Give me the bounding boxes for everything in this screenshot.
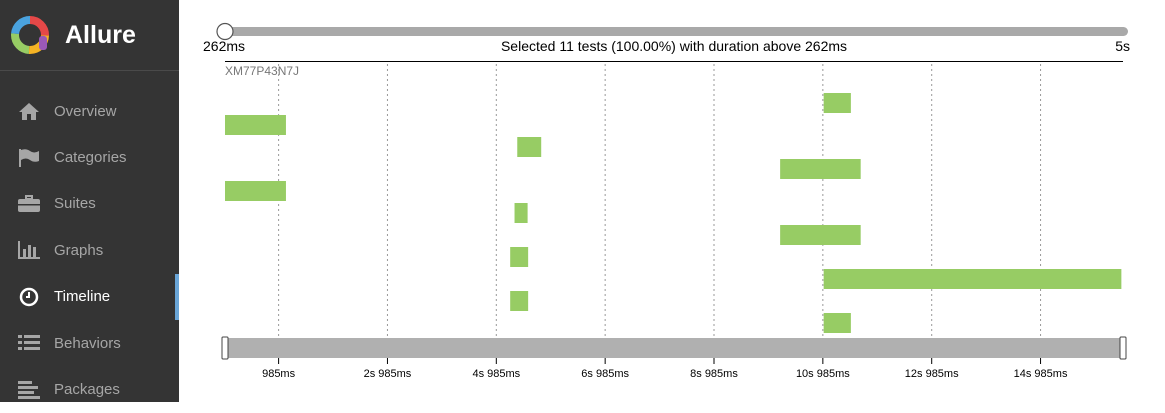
allure-logo-icon — [11, 16, 49, 54]
duration-slider-track[interactable] — [224, 27, 1128, 36]
sidebar-item-timeline[interactable]: Timeline — [0, 273, 179, 320]
brand[interactable]: Allure — [0, 0, 179, 71]
brush-handle-left[interactable] — [221, 336, 229, 360]
test-bar[interactable] — [780, 225, 861, 245]
test-bar[interactable] — [225, 181, 286, 201]
sidebar-item-packages[interactable]: Packages — [0, 366, 179, 412]
filter-summary: Selected 11 tests (100.00%) with duratio… — [501, 38, 847, 54]
brush-area — [221, 336, 1127, 360]
clock-icon — [17, 285, 41, 309]
test-bar[interactable] — [514, 203, 528, 223]
sidebar-item-suites[interactable]: Suites — [0, 181, 179, 227]
timeline-grid — [278, 64, 1042, 338]
sidebar-item-behaviors[interactable]: Behaviors — [0, 320, 179, 366]
sidebar: Allure Overview Categories Suites Graphs — [0, 0, 179, 402]
app-name: Allure — [65, 20, 136, 49]
test-bar[interactable] — [823, 269, 1122, 289]
sidebar-item-categories[interactable]: Categories — [0, 134, 179, 180]
test-bar[interactable] — [823, 93, 851, 113]
test-bars — [225, 93, 1122, 333]
sidebar-item-label: Packages — [54, 381, 120, 399]
host-label: XM77P43N7J — [225, 64, 299, 78]
sidebar-item-label: Graphs — [54, 241, 104, 259]
sidebar-item-graphs[interactable]: Graphs — [0, 227, 179, 273]
x-tick-label: 14s 985ms — [1014, 368, 1068, 380]
duration-filter: 262ms Selected 11 tests (100.00%) with d… — [203, 22, 1130, 54]
timeline-chart: 262ms Selected 11 tests (100.00%) with d… — [203, 22, 1130, 380]
sidebar-item-label: Categories — [54, 149, 127, 167]
sidebar-nav: Overview Categories Suites Graphs Timeli… — [0, 88, 179, 413]
sidebar-item-label: Suites — [54, 195, 96, 213]
x-tick-label: 4s 985ms — [472, 368, 520, 380]
align-left-icon — [17, 378, 41, 402]
sidebar-item-label: Overview — [54, 102, 117, 120]
flag-icon — [17, 146, 41, 170]
duration-slider-handle[interactable] — [216, 22, 234, 41]
x-axis: 985ms 2s 985ms 4s 985ms 6s 985ms 8s 985ms 10s… — [262, 358, 1068, 380]
brush-handle-right[interactable] — [1119, 336, 1127, 360]
sidebar-item-label: Timeline — [54, 288, 111, 306]
x-tick-label: 2s 985ms — [364, 368, 412, 380]
test-bar[interactable] — [780, 159, 861, 179]
briefcase-icon — [17, 192, 41, 216]
test-bar[interactable] — [225, 115, 286, 135]
test-bar[interactable] — [517, 137, 542, 157]
test-bar[interactable] — [510, 247, 529, 267]
x-tick-label: 6s 985ms — [581, 368, 629, 380]
filter-min-label: 262ms — [203, 38, 245, 54]
sidebar-item-overview[interactable]: Overview — [0, 88, 179, 134]
x-tick-label: 985ms — [262, 368, 296, 380]
bar-chart-icon — [17, 238, 41, 262]
list-icon — [17, 331, 41, 355]
timeline-panel: 262ms Selected 11 tests (100.00%) with d… — [179, 0, 1165, 402]
test-bar[interactable] — [510, 291, 529, 311]
x-tick-label: 8s 985ms — [690, 368, 738, 380]
home-icon — [17, 99, 41, 123]
filter-max-label: 5s — [1115, 38, 1130, 54]
x-tick-label: 12s 985ms — [905, 368, 959, 380]
x-tick-label: 10s 985ms — [796, 368, 850, 380]
brush-selection[interactable] — [225, 338, 1123, 358]
sidebar-item-label: Behaviors — [54, 334, 121, 352]
test-bar[interactable] — [823, 313, 851, 333]
